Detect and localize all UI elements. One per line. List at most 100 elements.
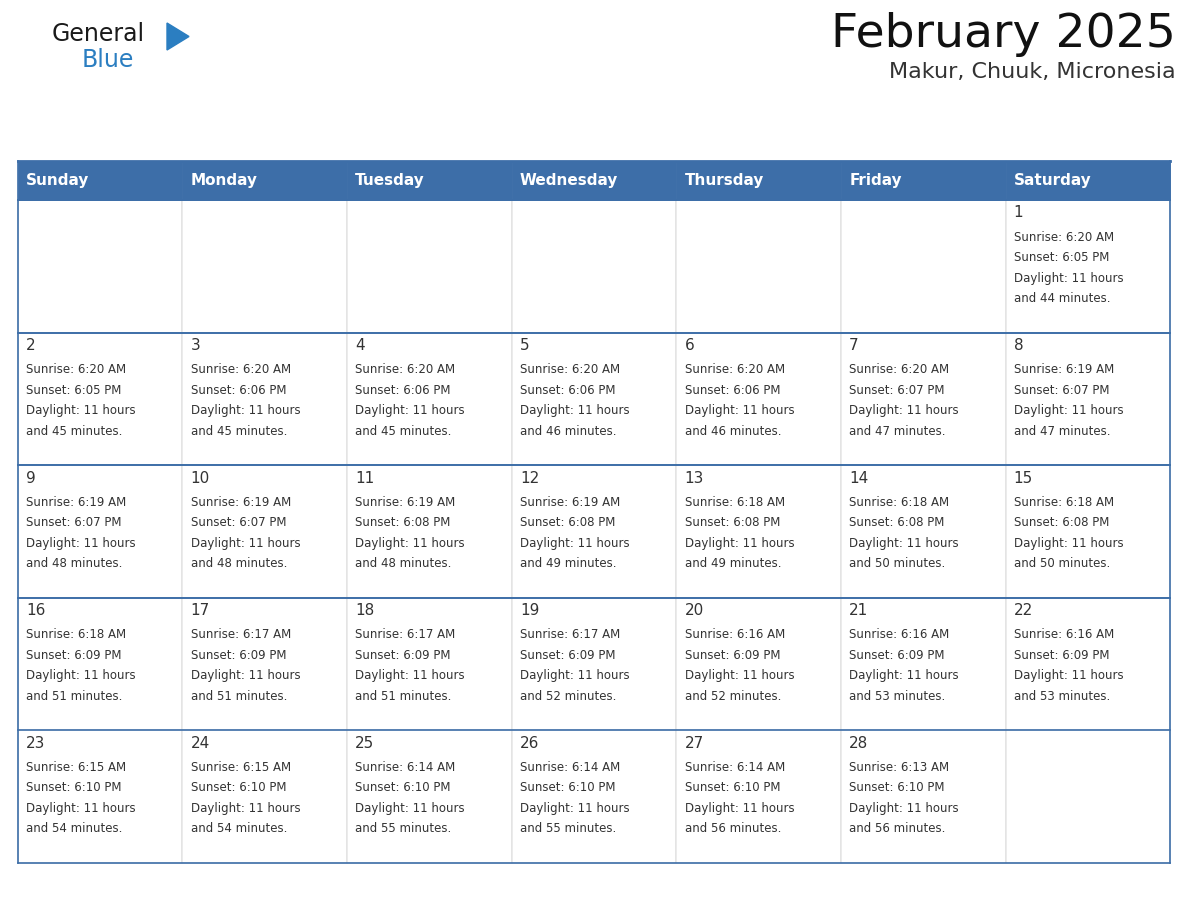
Text: Daylight: 11 hours: Daylight: 11 hours <box>684 669 794 682</box>
Text: 10: 10 <box>190 471 210 486</box>
Text: Sunset: 6:10 PM: Sunset: 6:10 PM <box>190 781 286 794</box>
Text: 27: 27 <box>684 735 703 751</box>
Text: Sunset: 6:09 PM: Sunset: 6:09 PM <box>190 649 286 662</box>
Text: 13: 13 <box>684 471 704 486</box>
Text: Thursday: Thursday <box>684 173 764 188</box>
Text: Daylight: 11 hours: Daylight: 11 hours <box>355 404 465 418</box>
Text: Sunrise: 6:15 AM: Sunrise: 6:15 AM <box>190 761 291 774</box>
Bar <box>18 598 183 731</box>
Text: Sunrise: 6:20 AM: Sunrise: 6:20 AM <box>355 364 455 376</box>
Bar <box>183 332 347 465</box>
Text: Sunday: Sunday <box>26 173 89 188</box>
Text: Sunrise: 6:20 AM: Sunrise: 6:20 AM <box>190 364 291 376</box>
Text: 22: 22 <box>1013 603 1034 618</box>
Text: Daylight: 11 hours: Daylight: 11 hours <box>849 669 959 682</box>
Bar <box>183 731 347 863</box>
Text: Daylight: 11 hours: Daylight: 11 hours <box>849 802 959 815</box>
Text: and 55 minutes.: and 55 minutes. <box>355 823 451 835</box>
Text: Sunset: 6:09 PM: Sunset: 6:09 PM <box>26 649 121 662</box>
Bar <box>676 731 841 863</box>
Text: Sunset: 6:08 PM: Sunset: 6:08 PM <box>684 516 779 530</box>
Text: and 51 minutes.: and 51 minutes. <box>190 690 287 703</box>
Text: Sunset: 6:07 PM: Sunset: 6:07 PM <box>1013 384 1110 397</box>
Text: 14: 14 <box>849 471 868 486</box>
Text: Sunrise: 6:17 AM: Sunrise: 6:17 AM <box>355 628 455 642</box>
Text: and 52 minutes.: and 52 minutes. <box>684 690 781 703</box>
Text: Sunrise: 6:20 AM: Sunrise: 6:20 AM <box>26 364 126 376</box>
Text: Daylight: 11 hours: Daylight: 11 hours <box>684 802 794 815</box>
Text: 15: 15 <box>1013 471 1034 486</box>
Text: Sunset: 6:08 PM: Sunset: 6:08 PM <box>849 516 944 530</box>
Bar <box>183 200 347 332</box>
Polygon shape <box>168 23 189 50</box>
Text: Sunset: 6:09 PM: Sunset: 6:09 PM <box>849 649 944 662</box>
Text: Sunset: 6:10 PM: Sunset: 6:10 PM <box>684 781 781 794</box>
Bar <box>18 332 183 465</box>
Text: Tuesday: Tuesday <box>355 173 425 188</box>
Text: 3: 3 <box>190 338 201 353</box>
Text: 23: 23 <box>26 735 45 751</box>
Text: Makur, Chuuk, Micronesia: Makur, Chuuk, Micronesia <box>890 62 1176 82</box>
Bar <box>18 465 183 598</box>
Bar <box>18 200 183 332</box>
Text: Sunset: 6:09 PM: Sunset: 6:09 PM <box>355 649 450 662</box>
Text: Daylight: 11 hours: Daylight: 11 hours <box>520 537 630 550</box>
Text: and 48 minutes.: and 48 minutes. <box>190 557 287 570</box>
Text: Sunrise: 6:19 AM: Sunrise: 6:19 AM <box>190 496 291 509</box>
Text: 18: 18 <box>355 603 374 618</box>
Text: Daylight: 11 hours: Daylight: 11 hours <box>355 537 465 550</box>
Text: Daylight: 11 hours: Daylight: 11 hours <box>190 669 301 682</box>
Bar <box>512 332 676 465</box>
Bar <box>676 161 841 200</box>
Text: Sunset: 6:09 PM: Sunset: 6:09 PM <box>520 649 615 662</box>
Text: Daylight: 11 hours: Daylight: 11 hours <box>355 669 465 682</box>
Text: Saturday: Saturday <box>1013 173 1092 188</box>
Bar <box>183 598 347 731</box>
Bar <box>183 465 347 598</box>
Text: 9: 9 <box>26 471 36 486</box>
Text: Sunrise: 6:19 AM: Sunrise: 6:19 AM <box>520 496 620 509</box>
Text: Sunrise: 6:19 AM: Sunrise: 6:19 AM <box>26 496 126 509</box>
Text: Daylight: 11 hours: Daylight: 11 hours <box>684 537 794 550</box>
Text: Daylight: 11 hours: Daylight: 11 hours <box>520 802 630 815</box>
Bar <box>18 731 183 863</box>
Text: February 2025: February 2025 <box>832 12 1176 57</box>
Bar <box>676 200 841 332</box>
Text: Blue: Blue <box>82 48 134 72</box>
Text: Sunset: 6:08 PM: Sunset: 6:08 PM <box>1013 516 1110 530</box>
Text: 1: 1 <box>1013 206 1023 220</box>
Text: and 48 minutes.: and 48 minutes. <box>355 557 451 570</box>
Text: Daylight: 11 hours: Daylight: 11 hours <box>190 404 301 418</box>
Bar <box>512 731 676 863</box>
Text: 12: 12 <box>520 471 539 486</box>
Text: Sunrise: 6:16 AM: Sunrise: 6:16 AM <box>849 628 949 642</box>
Text: and 51 minutes.: and 51 minutes. <box>26 690 122 703</box>
Text: Sunrise: 6:15 AM: Sunrise: 6:15 AM <box>26 761 126 774</box>
Text: 16: 16 <box>26 603 45 618</box>
Text: Daylight: 11 hours: Daylight: 11 hours <box>1013 404 1124 418</box>
Text: Daylight: 11 hours: Daylight: 11 hours <box>26 802 135 815</box>
Text: and 53 minutes.: and 53 minutes. <box>849 690 946 703</box>
Text: Wednesday: Wednesday <box>520 173 618 188</box>
Text: 4: 4 <box>355 338 365 353</box>
Text: and 56 minutes.: and 56 minutes. <box>849 823 946 835</box>
Text: Daylight: 11 hours: Daylight: 11 hours <box>1013 272 1124 285</box>
Text: Sunset: 6:10 PM: Sunset: 6:10 PM <box>26 781 121 794</box>
Text: 2: 2 <box>26 338 36 353</box>
Bar <box>1005 200 1170 332</box>
Text: 6: 6 <box>684 338 694 353</box>
Text: and 47 minutes.: and 47 minutes. <box>849 425 946 438</box>
Text: Sunset: 6:09 PM: Sunset: 6:09 PM <box>684 649 781 662</box>
Text: Sunrise: 6:14 AM: Sunrise: 6:14 AM <box>355 761 455 774</box>
Text: Sunrise: 6:14 AM: Sunrise: 6:14 AM <box>520 761 620 774</box>
Text: and 48 minutes.: and 48 minutes. <box>26 557 122 570</box>
Text: and 45 minutes.: and 45 minutes. <box>355 425 451 438</box>
Text: Daylight: 11 hours: Daylight: 11 hours <box>355 802 465 815</box>
Text: Daylight: 11 hours: Daylight: 11 hours <box>849 404 959 418</box>
Text: and 53 minutes.: and 53 minutes. <box>1013 690 1110 703</box>
Text: General: General <box>52 22 145 46</box>
Bar <box>347 465 512 598</box>
Text: Sunrise: 6:19 AM: Sunrise: 6:19 AM <box>355 496 455 509</box>
Text: Sunset: 6:05 PM: Sunset: 6:05 PM <box>26 384 121 397</box>
Bar <box>347 598 512 731</box>
